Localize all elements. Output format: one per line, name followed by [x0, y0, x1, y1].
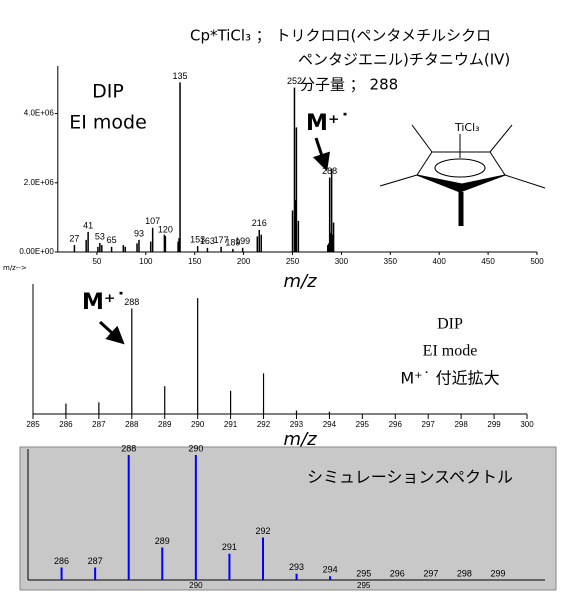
x-tick-label: 286 [59, 420, 73, 429]
peak-label: 293 [289, 562, 304, 572]
x-tick-label: 285 [26, 420, 40, 429]
arrow [98, 320, 125, 345]
x-tick-label: 287 [92, 420, 106, 429]
y-tick-label: 4.0E+06 [24, 109, 55, 118]
x-tick-label: 299 [487, 420, 501, 429]
annotation: DIP [92, 81, 124, 103]
x-tick-label: 150 [188, 257, 202, 266]
peak-label: 27 [69, 233, 79, 243]
x-tick-label: 300 [520, 420, 534, 429]
peak-label: 287 [88, 556, 103, 566]
x-tick-label: 250 [286, 257, 300, 266]
x-tick-label: 298 [454, 420, 468, 429]
peak-label: 252 [287, 76, 302, 86]
chart-title: シミュレーションスペクトル [307, 468, 513, 487]
structure: TiCl₃ [379, 121, 546, 226]
arrow [312, 137, 330, 172]
x-tick-label: 295 [357, 581, 371, 590]
annotation: DIP [437, 316, 463, 333]
x-tick-label: 290 [191, 420, 205, 429]
peak-label: 189 [225, 237, 240, 247]
peak-label: 93 [134, 228, 144, 238]
x-tick-label: 288 [125, 420, 139, 429]
y-tick-label: 0.00E+00 [19, 247, 54, 256]
plots: 0.00E+00 2.0E+06 4.0E+06 50 100 150 200 250 300 3… [19, 66, 557, 591]
peak-label: 296 [390, 568, 405, 578]
header-line: Cp*TiCl₃ ； トリクロロ(ペンタメチルシクロ [190, 27, 491, 45]
x-tick-label: 292 [257, 420, 271, 429]
peak-label: 41 [83, 220, 93, 230]
structure-label: TiCl₃ [454, 121, 480, 134]
x-tick-label: 295 [356, 420, 370, 429]
peak-label: 153 [190, 234, 205, 244]
peak-label: 135 [173, 71, 188, 81]
peak-label: 294 [323, 565, 338, 575]
x-axis-prefix: m/z--> [3, 264, 27, 272]
peak-label: 291 [222, 542, 237, 552]
x-tick-label: 294 [323, 420, 337, 429]
x-tick-label: 293 [290, 420, 304, 429]
peak-label: 199 [235, 236, 250, 246]
peak-label: 289 [155, 536, 170, 546]
peak-label: 65 [107, 235, 117, 245]
x-tick-label: 50 [92, 257, 101, 266]
x-tick-label: 289 [158, 420, 172, 429]
annotation: EI mode [69, 112, 147, 134]
x-axis-label: m/z [283, 271, 317, 292]
ion-label: M⁺˙ [82, 290, 127, 315]
x-tick-label: 400 [433, 257, 447, 266]
y-tick-label: 2.0E+06 [24, 178, 55, 187]
peak-label: 177 [214, 235, 229, 245]
annotation: EI mode [423, 343, 478, 360]
peak-label: 292 [255, 526, 270, 536]
ion-label: M⁺˙ [306, 111, 351, 136]
x-tick-label: 200 [237, 257, 251, 266]
peak-label: 297 [423, 568, 438, 578]
x-tick-label: 297 [422, 420, 436, 429]
x-axis-label: m/z [283, 429, 317, 450]
peak-label: 53 [95, 231, 105, 241]
header-line: ペンタジエニル)チタニウム(IV) [298, 51, 510, 69]
peak-label: 120 [158, 224, 173, 234]
x-tick-label: 350 [384, 257, 398, 266]
x-tick-label: 290 [189, 581, 203, 590]
peak-label: 298 [457, 568, 472, 578]
x-tick-label: 500 [530, 257, 544, 266]
peak-label: 107 [145, 216, 160, 226]
peak-label: 288 [322, 166, 337, 176]
peak-label: 295 [356, 568, 371, 578]
x-tick-label: 296 [389, 420, 403, 429]
plot-background [19, 446, 557, 591]
x-tick-label: 300 [335, 257, 349, 266]
annotation: M⁺˙ 付近拡大 [400, 369, 499, 388]
x-tick-label: 100 [139, 257, 153, 266]
peak-label: 290 [188, 443, 203, 453]
peak-label: 288 [121, 443, 136, 453]
peak-label: 288 [124, 297, 139, 307]
peak-label: 299 [490, 568, 505, 578]
x-tick-label: 291 [224, 420, 238, 429]
x-tick-label: 450 [481, 257, 495, 266]
header-line: 分子量 ； 288 [300, 76, 398, 94]
peak-label: 286 [54, 556, 69, 566]
peak-label: 163 [200, 236, 215, 246]
peak-label: 216 [252, 218, 267, 228]
